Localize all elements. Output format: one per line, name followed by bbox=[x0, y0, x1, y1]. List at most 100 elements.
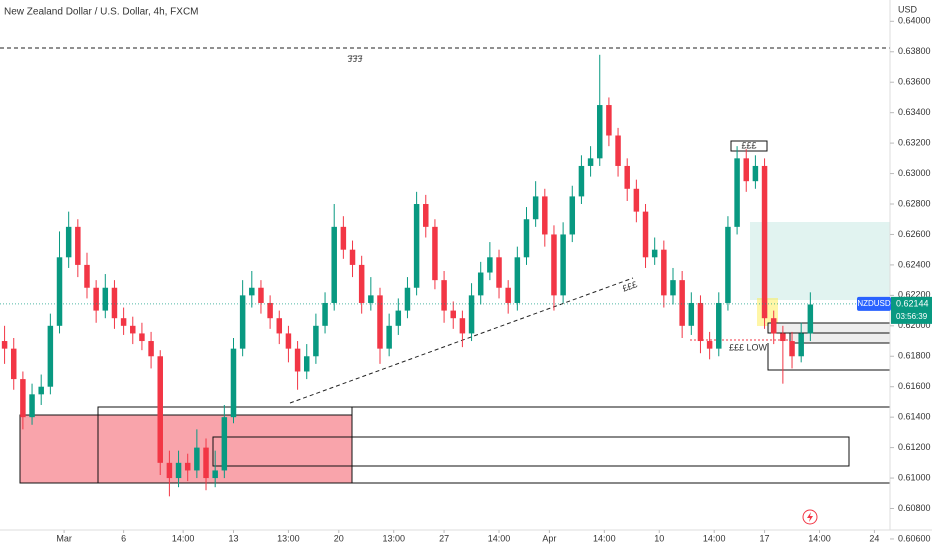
candle-body bbox=[294, 348, 301, 372]
y-tick-label: 0.61000 bbox=[898, 472, 931, 482]
x-tick-label: 27 bbox=[439, 533, 449, 543]
candle-body bbox=[624, 165, 630, 189]
candle-body bbox=[441, 280, 447, 311]
candle-body bbox=[75, 226, 81, 265]
y-tick-label: 0.62000 bbox=[898, 320, 931, 330]
y-tick-label: 0.61800 bbox=[898, 351, 931, 361]
candle-body bbox=[203, 447, 209, 479]
candle-body bbox=[184, 462, 191, 471]
alert-icon[interactable] bbox=[802, 509, 818, 525]
x-tick-label: Mar bbox=[56, 533, 72, 543]
y-tick-label: 0.63800 bbox=[898, 46, 931, 56]
candle-body bbox=[38, 386, 44, 395]
candle-body bbox=[514, 257, 521, 303]
candle-body bbox=[560, 234, 566, 296]
y-tick-label: 0.63400 bbox=[898, 107, 931, 117]
candle-body bbox=[175, 462, 182, 479]
zone-box bbox=[789, 332, 891, 344]
y-tick-label: 0.63200 bbox=[898, 137, 931, 147]
candle-body bbox=[29, 394, 35, 418]
candle-body bbox=[551, 234, 557, 296]
candle-body bbox=[221, 417, 228, 471]
candle-body bbox=[258, 287, 264, 303]
candle-body bbox=[313, 325, 319, 357]
candle-body bbox=[212, 470, 218, 479]
alert-icon-bolt bbox=[807, 512, 813, 522]
candle-body bbox=[368, 295, 374, 303]
candle-body bbox=[487, 257, 493, 273]
y-tick-label: 0.61400 bbox=[898, 412, 931, 422]
chart-title: New Zealand Dollar / U.S. Dollar, 4h, FX… bbox=[4, 7, 199, 18]
x-tick-label: 13:00 bbox=[277, 533, 300, 543]
candle-body bbox=[194, 447, 200, 471]
y-tick-label: 0.63600 bbox=[898, 77, 931, 87]
target-zone bbox=[750, 222, 890, 300]
candle-body bbox=[770, 318, 777, 334]
candle-body bbox=[322, 302, 328, 326]
symbol-tag-bg bbox=[857, 296, 891, 311]
candle-body bbox=[587, 158, 594, 166]
candle-body bbox=[761, 165, 768, 319]
candle-body bbox=[807, 304, 814, 334]
candle-body bbox=[633, 188, 640, 212]
trend-line bbox=[289, 277, 634, 404]
candle-body bbox=[1, 341, 8, 349]
candle-body bbox=[459, 318, 466, 334]
y-tick-label: 0.62600 bbox=[898, 229, 931, 239]
candle-body bbox=[606, 105, 612, 136]
price-tag-bg bbox=[891, 296, 932, 324]
candle-body bbox=[230, 348, 237, 418]
x-tick-label: 17 bbox=[760, 533, 770, 543]
candle-body bbox=[716, 302, 722, 349]
symbol-tag: NZDUSD bbox=[857, 299, 891, 308]
candle-body bbox=[20, 379, 26, 418]
candle-body bbox=[706, 341, 713, 349]
candle-body bbox=[450, 310, 456, 319]
candle-body bbox=[111, 287, 118, 319]
zone-box bbox=[212, 436, 850, 467]
candle-body bbox=[166, 462, 173, 479]
y-tick-label: 0.62200 bbox=[898, 290, 931, 300]
y-tick-label: 0.60800 bbox=[898, 503, 931, 513]
y-tick-label: 0.60600 bbox=[898, 533, 931, 543]
y-tick-label: 0.61200 bbox=[898, 442, 931, 452]
y-tick-label: 0.63000 bbox=[898, 168, 931, 178]
candle-body bbox=[523, 219, 530, 258]
candle-body bbox=[239, 295, 246, 349]
x-tick-label: 14:00 bbox=[808, 533, 831, 543]
candle-body bbox=[697, 302, 704, 342]
candle-body bbox=[670, 280, 676, 296]
candle-body bbox=[743, 158, 749, 182]
candle-body bbox=[276, 318, 283, 334]
x-tick-label: 20 bbox=[334, 533, 344, 543]
candle-body bbox=[725, 226, 731, 303]
x-tick-label: 14:00 bbox=[172, 533, 195, 543]
candle-body bbox=[642, 211, 649, 258]
candle-body bbox=[798, 333, 804, 357]
y-tick-label: 0.62800 bbox=[898, 198, 931, 208]
x-tick-label: 6 bbox=[121, 533, 126, 543]
candle-body bbox=[505, 287, 511, 303]
candle-body bbox=[157, 356, 163, 463]
candle-body bbox=[432, 226, 438, 281]
candle-body bbox=[532, 196, 539, 220]
candle-body bbox=[139, 333, 145, 342]
candle-body bbox=[130, 325, 136, 334]
x-tick-label: Apr bbox=[542, 533, 556, 543]
candle-body bbox=[752, 165, 759, 182]
candle-body bbox=[47, 325, 54, 387]
countdown: 03:56:39 bbox=[896, 312, 928, 321]
candle-body bbox=[84, 264, 90, 288]
y-tick-label: 0.62400 bbox=[898, 259, 931, 269]
candle-body bbox=[661, 249, 667, 296]
annotation: £££ bbox=[347, 54, 362, 64]
candle-body bbox=[477, 272, 484, 296]
candle-body bbox=[734, 158, 740, 227]
candle-body bbox=[386, 325, 392, 349]
candle-body bbox=[679, 280, 685, 326]
currency-label: USD bbox=[898, 4, 918, 14]
candle-body bbox=[569, 196, 576, 235]
candle-body bbox=[780, 333, 786, 342]
x-tick-label: 24 bbox=[869, 533, 879, 543]
